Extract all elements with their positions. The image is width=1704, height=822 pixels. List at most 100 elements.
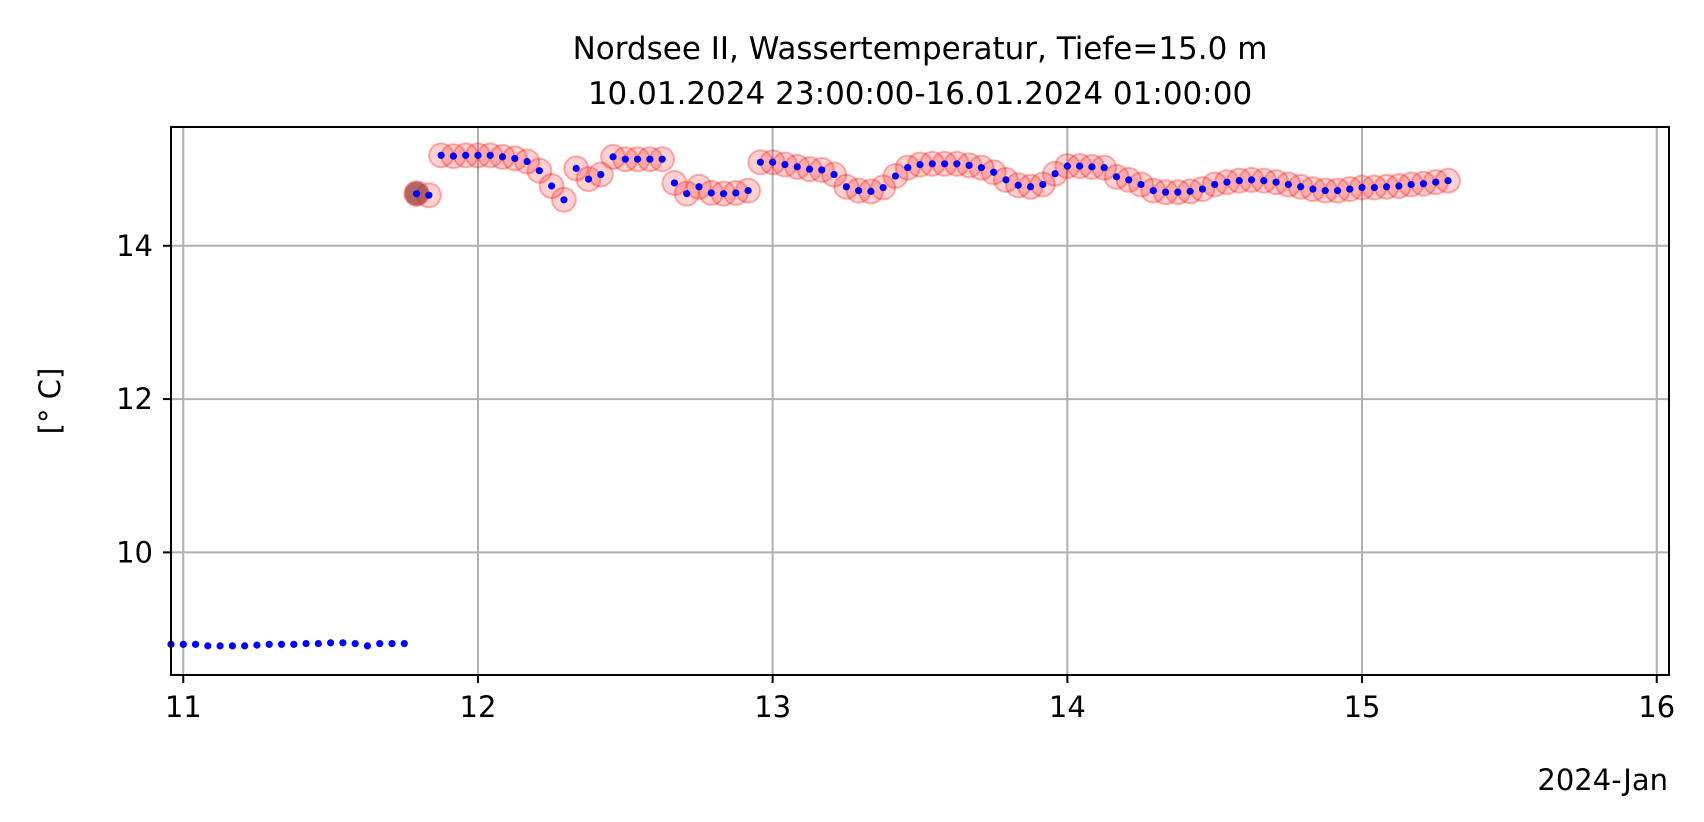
data-point bbox=[1112, 173, 1121, 181]
x-tick-label: 15 bbox=[1344, 690, 1381, 724]
data-point bbox=[1076, 162, 1084, 170]
data-point bbox=[474, 151, 482, 159]
x-tick-label: 14 bbox=[1049, 690, 1086, 724]
data-point bbox=[1321, 187, 1329, 195]
data-point bbox=[1211, 180, 1219, 189]
data-point bbox=[621, 155, 629, 163]
data-point bbox=[830, 170, 838, 179]
y-tick-label: 12 bbox=[116, 382, 153, 416]
data-point bbox=[388, 639, 396, 648]
y-tick-label: 14 bbox=[116, 229, 153, 263]
data-point bbox=[1297, 183, 1305, 191]
data-point bbox=[1247, 176, 1256, 184]
data-point bbox=[1088, 163, 1096, 171]
data-point bbox=[523, 157, 531, 166]
data-point bbox=[241, 642, 249, 650]
data-point bbox=[363, 642, 372, 650]
data-point bbox=[781, 160, 789, 169]
data-point bbox=[597, 170, 605, 179]
data-point bbox=[1223, 178, 1231, 186]
data-point bbox=[1284, 180, 1292, 189]
data-point bbox=[940, 160, 949, 168]
data-point bbox=[228, 642, 236, 650]
data-point bbox=[1149, 187, 1157, 195]
data-point bbox=[584, 175, 593, 183]
data-point bbox=[683, 190, 691, 198]
x-ticks: 11 12 13 14 15 16 bbox=[165, 675, 1675, 724]
data-point bbox=[990, 168, 998, 176]
data-point bbox=[1051, 170, 1059, 178]
data-point bbox=[339, 639, 347, 647]
data-point bbox=[1174, 188, 1182, 196]
data-point bbox=[719, 190, 728, 198]
data-point bbox=[1100, 164, 1108, 172]
data-point bbox=[818, 166, 826, 174]
data-point bbox=[351, 639, 359, 648]
data-point bbox=[511, 154, 519, 163]
data-point bbox=[646, 155, 654, 163]
data-point bbox=[327, 639, 335, 647]
data-point bbox=[1260, 177, 1268, 185]
x-axis-offset-label: 2024-Jan bbox=[1537, 763, 1668, 797]
data-point bbox=[891, 172, 900, 180]
data-point bbox=[867, 187, 875, 195]
data-point bbox=[1235, 177, 1243, 185]
data-point bbox=[707, 189, 715, 197]
data-point bbox=[793, 163, 801, 171]
data-point bbox=[633, 155, 642, 163]
data-point bbox=[1358, 183, 1366, 192]
data-point bbox=[1014, 181, 1022, 189]
data-point bbox=[277, 640, 286, 648]
data-point bbox=[695, 183, 703, 191]
y-tick-label: 10 bbox=[116, 535, 153, 569]
data-point bbox=[744, 187, 752, 195]
y-axis-label: [° C] bbox=[33, 368, 67, 435]
data-points bbox=[167, 151, 1452, 650]
data-point bbox=[265, 640, 273, 648]
data-point bbox=[670, 179, 679, 187]
data-point bbox=[904, 164, 912, 172]
data-point bbox=[953, 160, 961, 168]
data-point bbox=[805, 165, 814, 173]
data-point bbox=[1026, 183, 1035, 191]
data-point bbox=[1161, 188, 1170, 196]
data-point bbox=[314, 639, 322, 648]
data-point bbox=[548, 182, 556, 190]
data-point bbox=[1419, 180, 1428, 188]
data-point bbox=[400, 639, 408, 648]
data-point bbox=[560, 196, 568, 204]
data-point bbox=[302, 639, 310, 648]
data-point bbox=[572, 164, 580, 172]
data-point bbox=[1382, 183, 1391, 191]
data-point bbox=[1039, 180, 1047, 189]
data-point bbox=[412, 190, 421, 198]
data-point bbox=[1407, 180, 1415, 189]
x-tick-label: 11 bbox=[165, 690, 202, 724]
data-point bbox=[756, 158, 764, 166]
data-point bbox=[1309, 185, 1317, 193]
data-point bbox=[928, 160, 936, 168]
plot-frame bbox=[170, 126, 1670, 676]
data-point bbox=[1125, 176, 1133, 184]
data-point bbox=[842, 183, 850, 191]
data-point bbox=[191, 640, 200, 648]
data-point bbox=[1137, 180, 1145, 189]
x-tick-label: 16 bbox=[1638, 690, 1675, 724]
data-point bbox=[376, 639, 384, 648]
x-tick-label: 13 bbox=[754, 690, 791, 724]
data-point bbox=[253, 641, 261, 649]
data-point bbox=[732, 189, 740, 197]
data-point bbox=[1395, 182, 1403, 190]
grid bbox=[171, 127, 1669, 675]
data-point bbox=[855, 187, 863, 195]
data-point bbox=[1346, 185, 1354, 193]
chart-title-line2: 10.01.2024 23:00:00-16.01.2024 01:00:00 bbox=[588, 76, 1252, 112]
data-point bbox=[609, 153, 617, 161]
data-point bbox=[965, 161, 973, 169]
data-point bbox=[179, 640, 187, 648]
data-point bbox=[486, 151, 494, 159]
data-point bbox=[1002, 176, 1010, 184]
data-point bbox=[462, 151, 470, 159]
data-point bbox=[1432, 178, 1440, 186]
data-point bbox=[425, 191, 433, 199]
